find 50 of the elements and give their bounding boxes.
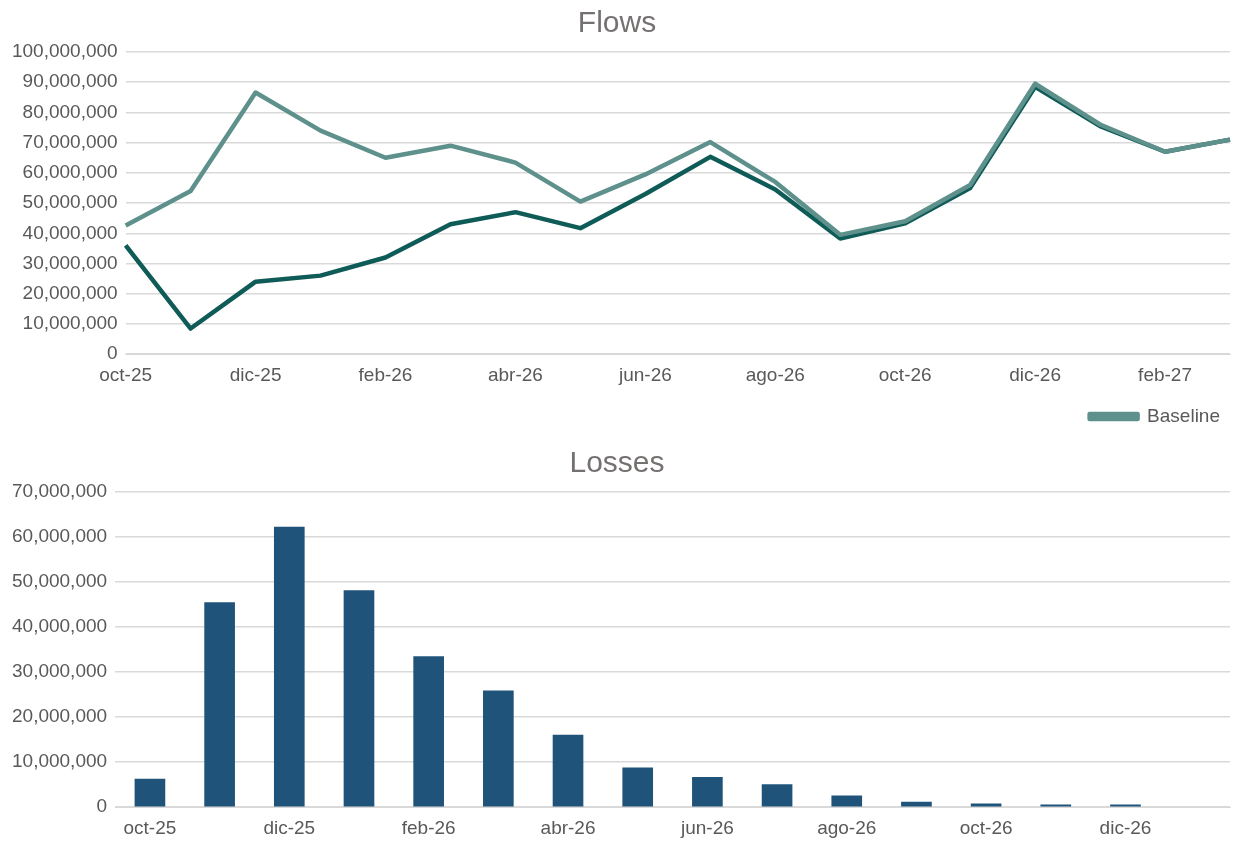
- bar: [692, 777, 723, 807]
- y-tick-label: 30,000,000: [12, 660, 108, 682]
- x-tick-label: abr-26: [487, 363, 543, 385]
- x-tick-label: dic-26: [1009, 363, 1061, 385]
- x-tick-label: feb-26: [401, 816, 456, 838]
- chart-title: Losses: [569, 445, 665, 479]
- x-tick-label: dic-25: [263, 816, 316, 838]
- y-tick-label: 70,000,000: [22, 130, 118, 152]
- x-tick-label: ago-26: [817, 816, 877, 838]
- bar: [134, 778, 166, 807]
- bar: [204, 602, 235, 807]
- x-tick-label: oct-25: [99, 363, 153, 385]
- y-tick-label: 10,000,000: [12, 750, 108, 772]
- y-tick-label: 0: [96, 795, 108, 817]
- x-tick-label: ago-26: [745, 363, 805, 385]
- y-tick-label: 40,000,000: [12, 615, 108, 637]
- y-tick-label: 100,000,000: [11, 40, 118, 62]
- x-tick-label: oct-26: [878, 363, 932, 385]
- x-tick-label: feb-26: [358, 363, 413, 385]
- y-tick-label: 50,000,000: [22, 191, 118, 213]
- x-tick-label: feb-27: [1138, 363, 1192, 385]
- x-tick-label: dic-26: [1099, 816, 1152, 838]
- y-tick-label: 80,000,000: [22, 100, 118, 122]
- y-tick-label: 40,000,000: [22, 221, 118, 243]
- y-tick-label: 0: [107, 342, 118, 364]
- bar: [622, 767, 654, 807]
- y-tick-label: 20,000,000: [12, 705, 108, 727]
- x-tick-label: jun-26: [617, 363, 672, 385]
- bar: [552, 734, 584, 807]
- y-tick-label: 70,000,000: [12, 480, 108, 502]
- bar: [831, 795, 863, 807]
- x-tick-label: jun-26: [679, 816, 734, 838]
- legend-label: Baseline: [1147, 404, 1221, 426]
- y-tick-label: 60,000,000: [22, 161, 118, 183]
- bar: [483, 690, 514, 807]
- y-tick-label: 20,000,000: [22, 281, 118, 303]
- y-tick-label: 60,000,000: [12, 525, 108, 547]
- y-tick-label: 90,000,000: [22, 70, 118, 92]
- chart-title: Flows: [577, 5, 657, 39]
- bar: [413, 656, 444, 807]
- x-tick-label: oct-26: [959, 816, 1013, 838]
- bar: [343, 590, 375, 807]
- x-tick-label: dic-25: [229, 363, 282, 385]
- x-tick-label: abr-26: [540, 816, 596, 838]
- y-tick-label: 30,000,000: [22, 251, 118, 273]
- x-tick-label: oct-25: [123, 816, 177, 838]
- y-tick-label: 10,000,000: [22, 312, 118, 334]
- bar: [273, 526, 305, 807]
- y-tick-label: 50,000,000: [12, 570, 108, 592]
- bar: [761, 784, 793, 807]
